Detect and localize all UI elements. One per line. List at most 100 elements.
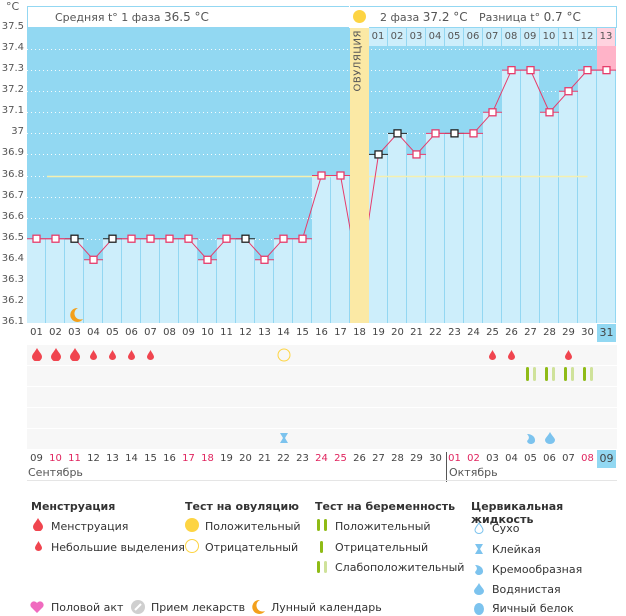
calendar-date[interactable]: 19 [220,453,233,464]
cycle-day-label[interactable]: 25 [486,327,499,338]
calendar-date[interactable]: 23 [296,453,309,464]
cycle-day-label[interactable]: 29 [562,327,575,338]
cycle-day-label[interactable]: 31 [597,324,616,342]
cycle-day-label[interactable]: 05 [106,327,119,338]
cycle-day-label[interactable]: 15 [296,327,309,338]
luteal-day-label: 06 [464,28,483,46]
calendar-date[interactable]: 09 [30,453,43,464]
spotting-icon [508,350,515,360]
temperature-point [393,129,402,138]
calendar-date[interactable]: 01 [448,453,461,464]
calendar-date[interactable]: 25 [334,453,347,464]
day-column [426,133,445,323]
symptom-symbols [27,345,617,449]
cycle-day-label[interactable]: 04 [87,327,100,338]
spotting-icon [35,541,42,551]
cycle-day-label[interactable]: 28 [543,327,556,338]
temperature-point [165,234,174,243]
day-column [445,133,464,323]
day-column [236,238,255,323]
calendar-date[interactable]: 30 [429,453,442,464]
pregnancy-test-icon [582,367,593,381]
calendar-date[interactable]: 21 [258,453,271,464]
cycle-day-label[interactable]: 23 [448,327,461,338]
positive-ovulation-icon [185,518,199,532]
calendar-date[interactable]: 17 [182,453,195,464]
cycle-day-label[interactable]: 01 [30,327,43,338]
legend-menstruation-title: Менструация [31,500,116,513]
calendar-date[interactable]: 02 [467,453,480,464]
calendar-date[interactable]: 04 [505,453,518,464]
cycle-day-label[interactable]: 07 [144,327,157,338]
calendar-date[interactable]: 29 [410,453,423,464]
y-tick-label: 37.5 [1,21,24,32]
legend-pregnancy-negative: Отрицательный [335,541,429,554]
diff-label: Разница t° [479,11,541,24]
y-tick-label: 37.3 [1,63,24,75]
cycle-day-label[interactable]: 03 [68,327,81,338]
calendar-date[interactable]: 11 [68,453,81,464]
calendar-date[interactable]: 06 [543,453,556,464]
calendar-date[interactable]: 12 [87,453,100,464]
cycle-day-label[interactable]: 10 [201,327,214,338]
calendar-date[interactable]: 14 [125,453,138,464]
ovulation-sun-icon [353,10,366,23]
legend-pregnancy-weak: Слабоположительный [335,561,465,574]
day-column [502,70,521,323]
legend-pregnancy-positive: Положительный [335,520,431,533]
cycle-day-label[interactable]: 30 [581,327,594,338]
day-column [160,238,179,323]
legend-pregnancy-test-title: Тест на беременность [315,500,456,513]
cycle-day-label[interactable]: 17 [334,327,347,338]
calendar-date[interactable]: 18 [201,453,214,464]
calendar-date[interactable]: 20 [239,453,252,464]
calendar-date[interactable]: 22 [277,453,290,464]
calendar-date[interactable]: 13 [106,453,119,464]
luteal-day-label: 10 [540,28,559,46]
cycle-day-label[interactable]: 19 [372,327,385,338]
y-tick-label: 37.2 [1,84,24,96]
calendar-date[interactable]: 10 [49,453,62,464]
calendar-date[interactable]: 09 [597,450,616,468]
extra-row-2 [27,408,617,428]
cycle-day-label[interactable]: 20 [391,327,404,338]
day-column [464,133,483,323]
cycle-day-label[interactable]: 22 [429,327,442,338]
cycle-day-label[interactable]: 21 [410,327,423,338]
cycle-day-label[interactable]: 09 [182,327,195,338]
calendar-date[interactable]: 26 [353,453,366,464]
cycle-day-label[interactable]: 11 [220,327,233,338]
temperature-point [526,65,535,75]
day-column [293,238,312,323]
cycle-day-label[interactable]: 13 [258,327,271,338]
creamy-icon [475,565,484,575]
calendar-date[interactable]: 24 [315,453,328,464]
cycle-day-label[interactable]: 02 [49,327,62,338]
luteal-day-label: 12 [578,28,597,46]
day-column [179,238,198,323]
cycle-day-label[interactable]: 06 [125,327,138,338]
spotting-icon [565,350,572,360]
cycle-day-label[interactable]: 14 [277,327,290,338]
cycle-day-label[interactable]: 24 [467,327,480,338]
cycle-day-label[interactable]: 27 [524,327,537,338]
temperature-point [450,129,459,138]
cycle-day-label[interactable]: 26 [505,327,518,338]
cycle-day-label[interactable]: 18 [353,327,366,338]
calendar-date[interactable]: 27 [372,453,385,464]
ovulation-label: ОВУЛЯЦИЯ [352,30,364,92]
calendar-date[interactable]: 16 [163,453,176,464]
calendar-date[interactable]: 08 [581,453,594,464]
luteal-day-label: 01 [369,28,388,46]
temperature-point [241,234,250,243]
calendar-date[interactable]: 15 [144,453,157,464]
cycle-day-label[interactable]: 16 [315,327,328,338]
calendar-date[interactable]: 07 [562,453,575,464]
cycle-day-label[interactable]: 12 [239,327,252,338]
legend-cervical-creamy: Кремообразная [492,563,583,576]
calendar-date[interactable]: 05 [524,453,537,464]
calendar-date[interactable]: 28 [391,453,404,464]
calendar-date[interactable]: 03 [486,453,499,464]
month-divider [446,452,447,482]
cycle-day-label[interactable]: 08 [163,327,176,338]
